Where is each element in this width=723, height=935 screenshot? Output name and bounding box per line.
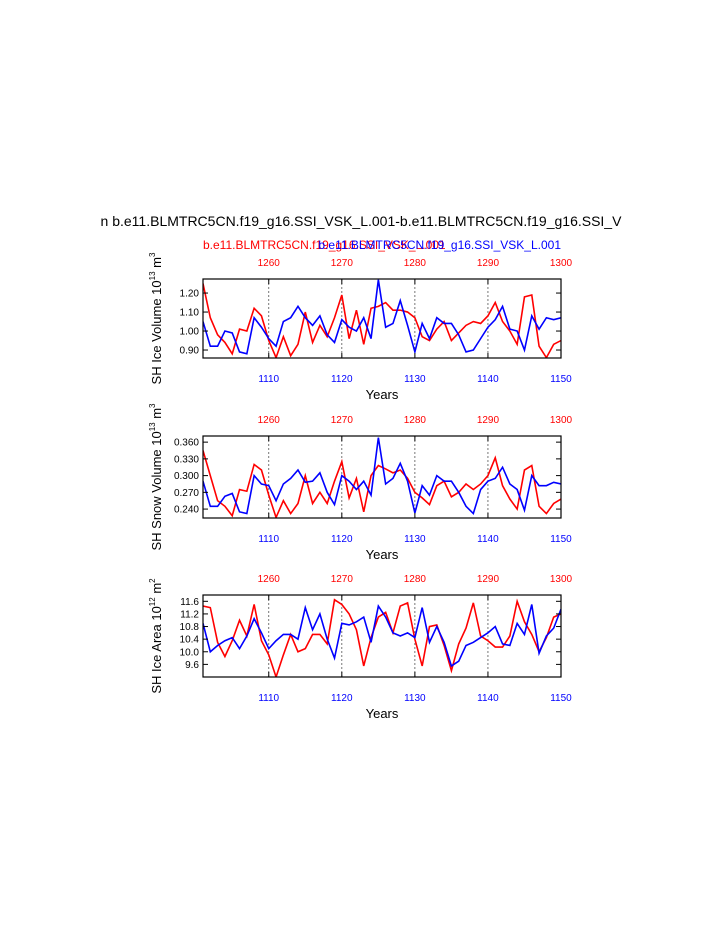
x-tick-label: 1150 (550, 534, 572, 545)
panel: 11.611.2 10.8 10.410.0 9.6 1110 1120 1130 1140 1… (148, 574, 573, 721)
plot-frame (202, 594, 562, 678)
y-tick-label: 0.330 (174, 454, 199, 465)
data-line (203, 437, 561, 516)
x2-tick-label: 1280 (404, 574, 427, 585)
x-tick-label: 1150 (550, 374, 572, 385)
x-tick-label: 1120 (331, 693, 353, 704)
y-tick-label: 0.90 (180, 346, 200, 357)
chart-title: n b.e11.BLMTRC5CN.f19_g16.SSI_VSK_L.001-… (101, 213, 623, 229)
y-tick-label: 11.2 (180, 609, 199, 620)
y-axis-label: SH Ice Volume 1013 m3 (148, 252, 164, 384)
x-tick-label: 1110 (258, 374, 279, 385)
x-axis-label: Years (366, 387, 399, 402)
x2-tick-label: 1260 (258, 574, 281, 585)
x-tick-label: 1150 (550, 693, 572, 704)
x2-tick-label: 1270 (331, 415, 354, 426)
y-tick-label: 0.240 (174, 505, 199, 516)
plot-frame (202, 278, 562, 359)
y-label-exponent: 12 (148, 597, 157, 606)
x2-tick-label: 1300 (550, 574, 573, 585)
series-name: b.e11.BLMTRC5CN.f19_g16.SSI_VSK_L.001 (318, 238, 561, 252)
x2-tick-label: 1290 (477, 258, 500, 269)
x-tick-label: 1130 (404, 374, 426, 385)
x2-tick-label: 1290 (477, 574, 500, 585)
x2-tick-label: 1280 (404, 258, 427, 269)
plot-frame (202, 435, 562, 519)
y-tick-label: 9.6 (185, 660, 199, 671)
y-tick-label: 1.00 (180, 327, 200, 338)
data-line (203, 598, 561, 677)
y-tick-label: 11.6 (180, 597, 199, 608)
x-tick-label: 1140 (477, 374, 499, 385)
y-tick-label: 0.360 (174, 438, 199, 449)
x2-tick-label: 1280 (404, 415, 427, 426)
y-label-text: m (149, 257, 164, 271)
panel: 0.360 0.330 0.300 0.270 0.240 1110 1120 1130 114… (148, 403, 573, 562)
x-tick-label: 1110 (258, 693, 279, 704)
y-axis-label: SH Ice Area 1012 m2 (148, 578, 164, 694)
x2-tick-label: 1300 (550, 258, 573, 269)
y-tick-label: 1.20 (180, 289, 200, 300)
y-label-text: m (149, 408, 164, 422)
data-line (203, 603, 561, 668)
y-label-exponent: 13 (148, 422, 157, 431)
y-label-exponent: 2 (148, 578, 157, 583)
y-label-text: SH Ice Volume 10 (149, 280, 164, 384)
x2-tick-label: 1270 (331, 258, 354, 269)
y-tick-label: 0.270 (174, 488, 199, 499)
x2-tick-label: 1270 (331, 574, 354, 585)
y-label-text: m (149, 583, 164, 597)
y-tick-label: 10.8 (180, 622, 200, 633)
y-label-exponent: 13 (148, 271, 157, 280)
y-tick-label: 1.10 (180, 308, 200, 319)
x-tick-label: 1130 (404, 534, 426, 545)
series-name: b.e11.BLMTRC5CN.f19_g16.SSI_VSK_L.001 (203, 238, 446, 252)
x-tick-label: 1110 (258, 534, 279, 545)
x-axis-label: Years (366, 706, 399, 721)
panel: 1.20 1.10 1.00 0.90 1110 1120 1130 1140 1150 1260… (148, 252, 573, 402)
y-tick-label: 10.0 (180, 647, 200, 658)
x-tick-label: 1140 (477, 534, 499, 545)
y-label-text: SH Ice Area 10 (149, 606, 164, 693)
x-tick-label: 1140 (477, 693, 499, 704)
x2-tick-label: 1300 (550, 415, 573, 426)
y-label-exponent: 3 (148, 403, 157, 408)
x-tick-label: 1120 (331, 374, 353, 385)
x-tick-label: 1130 (404, 693, 426, 704)
y-label-exponent: 3 (148, 252, 157, 257)
x-axis-label: Years (366, 547, 399, 562)
y-axis-label: SH Snow Volume 1013 m3 (148, 403, 164, 551)
y-tick-label: 10.4 (180, 635, 200, 646)
x2-tick-label: 1290 (477, 415, 500, 426)
y-label-text: SH Snow Volume 10 (149, 431, 164, 550)
x-tick-label: 1120 (331, 534, 353, 545)
y-tick-label: 0.300 (174, 471, 199, 482)
x2-tick-label: 1260 (258, 258, 281, 269)
data-line (203, 279, 561, 356)
data-line (203, 450, 561, 518)
x2-tick-label: 1260 (258, 415, 281, 426)
